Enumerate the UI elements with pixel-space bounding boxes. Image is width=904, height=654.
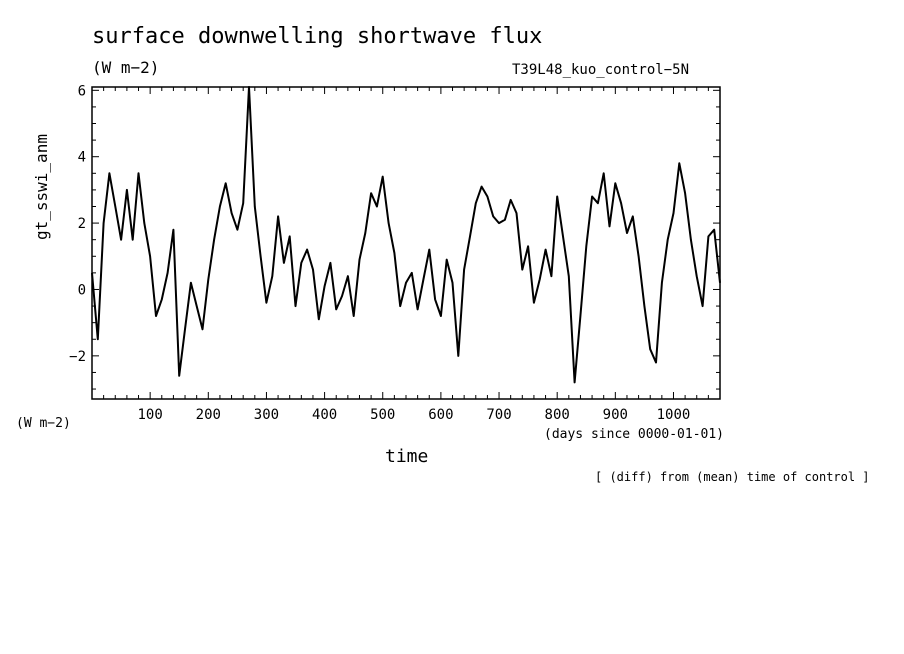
x-tick-label: 400 bbox=[312, 407, 337, 423]
plot-frame bbox=[91, 86, 721, 400]
x-tick-label: 600 bbox=[428, 407, 453, 423]
tick-labels: 100 200 300 400 500 600 700 800 900 1000 −2 0 2 4 6 bbox=[69, 83, 690, 423]
run-name: T39L48_kuo_control−5N bbox=[512, 62, 690, 78]
x-tick-label: 200 bbox=[196, 407, 221, 423]
x-tick-label: 300 bbox=[254, 407, 279, 423]
footnote: [ (diff) from (mean) time of control ] bbox=[595, 470, 870, 484]
y-tick-label: 4 bbox=[78, 150, 86, 166]
x-axis-units: (days since 0000-01-01) bbox=[544, 427, 725, 442]
x-tick-label: 900 bbox=[603, 407, 628, 423]
y-axis-units: (W m−2) bbox=[16, 416, 71, 431]
x-tick-label: 700 bbox=[486, 407, 511, 423]
x-axis-label: time bbox=[385, 446, 429, 467]
y-tick-label: 2 bbox=[78, 216, 86, 232]
chart-units: (W m−2) bbox=[92, 58, 160, 77]
chart-title: surface downwelling shortwave flux bbox=[92, 24, 543, 49]
x-tick-label: 100 bbox=[137, 407, 162, 423]
y-tick-label: 0 bbox=[78, 282, 86, 298]
y-tick-label: −2 bbox=[69, 349, 86, 365]
x-tick-label: 500 bbox=[370, 407, 395, 423]
x-tick-label: 1000 bbox=[657, 407, 691, 423]
series-line bbox=[91, 86, 721, 384]
axis-ticks bbox=[92, 87, 720, 399]
y-tick-label: 6 bbox=[78, 83, 86, 99]
x-tick-label: 800 bbox=[545, 407, 570, 423]
